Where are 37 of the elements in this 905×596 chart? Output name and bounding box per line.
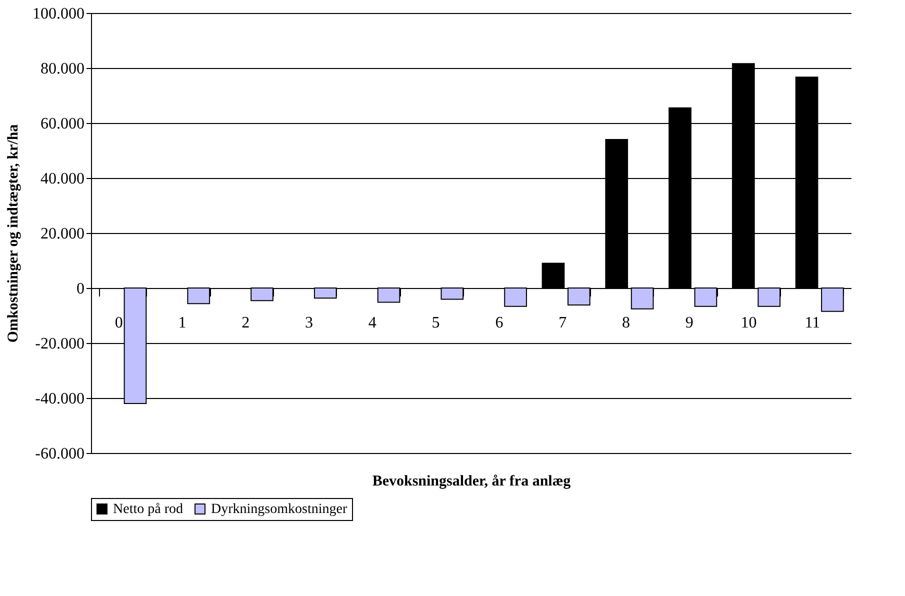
y-tick-label: -20.000 bbox=[35, 336, 84, 352]
bar bbox=[568, 288, 590, 306]
x-tick-label: 10 bbox=[740, 314, 757, 332]
y-tick-label: 40.000 bbox=[40, 170, 84, 188]
x-tick-label: 7 bbox=[558, 314, 567, 332]
legend-label: Dyrkningsomkostninger bbox=[211, 502, 348, 517]
x-tick-label: 4 bbox=[368, 314, 376, 332]
bar bbox=[542, 262, 565, 288]
bar bbox=[250, 288, 274, 302]
x-tick-label: 5 bbox=[432, 314, 440, 332]
y-tick-label: -40.000 bbox=[35, 390, 84, 408]
x-tick-label: 3 bbox=[305, 314, 314, 332]
legend-label: Netto på rod bbox=[113, 502, 183, 517]
y-tick-label: 20.000 bbox=[40, 226, 84, 242]
bar bbox=[821, 288, 844, 312]
bar bbox=[187, 288, 210, 304]
y-tick-label: 0 bbox=[76, 280, 84, 298]
y-tick-label: 60.000 bbox=[40, 116, 84, 132]
bar bbox=[314, 288, 337, 299]
x-tick-label: 0 bbox=[114, 314, 123, 332]
y-axis-title: Omkostninger og indtægter, kr/ha bbox=[6, 124, 22, 343]
x-tick-label: 9 bbox=[685, 314, 694, 332]
bar bbox=[440, 288, 464, 300]
y-tick-label: 80.000 bbox=[40, 60, 84, 78]
bar bbox=[630, 288, 654, 310]
bar bbox=[504, 288, 527, 307]
bar bbox=[758, 288, 781, 307]
x-tick-label: 8 bbox=[622, 314, 630, 332]
x-axis-title: Bevoksningsalder, år fra anlæg bbox=[372, 474, 572, 490]
y-tick-label: -60.000 bbox=[35, 446, 84, 462]
bar bbox=[694, 288, 718, 307]
x-tick-label: 2 bbox=[242, 314, 250, 332]
y-tick-label: 100.000 bbox=[32, 6, 84, 22]
x-tick-label: 11 bbox=[804, 314, 820, 332]
x-tick-label: 6 bbox=[495, 314, 504, 332]
bar bbox=[377, 288, 400, 303]
x-tick-label: 1 bbox=[178, 314, 186, 332]
